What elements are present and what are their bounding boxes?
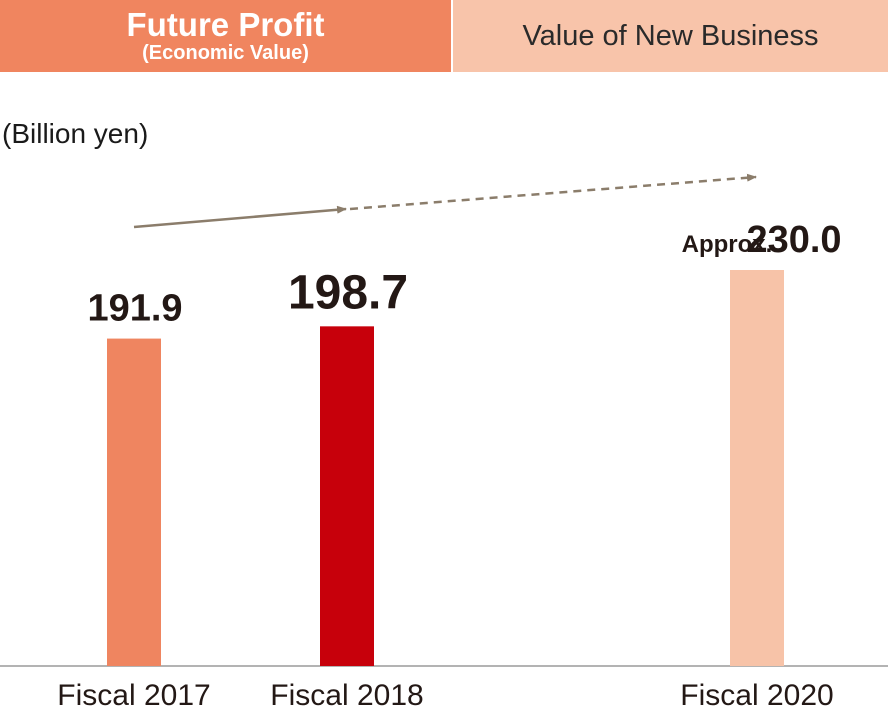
category-label-1: Fiscal 2018: [270, 679, 423, 708]
tab-value-of-new-business[interactable]: Value of New Business: [453, 0, 888, 72]
bar-1: [320, 326, 374, 666]
tab-future-profit-subtitle: (Economic Value): [142, 42, 309, 64]
unit-label: (Billion yen): [2, 118, 149, 149]
category-label-0: Fiscal 2017: [57, 679, 210, 708]
category-label-2: Fiscal 2020: [680, 679, 833, 708]
value-label-2: 230.0: [746, 219, 841, 261]
tab-future-profit[interactable]: Future Profit (Economic Value): [0, 0, 451, 72]
tab-bar: Future Profit (Economic Value) Value of …: [0, 0, 888, 72]
value-label-1: 198.7: [288, 266, 408, 319]
trend-arrow-solid: [133, 205, 347, 229]
tab-value-of-new-business-label: Value of New Business: [522, 19, 819, 52]
tab-future-profit-title: Future Profit: [126, 6, 325, 43]
bar-2: [730, 270, 784, 666]
trend-arrow-dashed: [349, 173, 757, 211]
bar-0: [107, 338, 161, 666]
value-prefix-2: Approx.: [682, 231, 773, 258]
value-label-0: 191.9: [87, 288, 182, 330]
